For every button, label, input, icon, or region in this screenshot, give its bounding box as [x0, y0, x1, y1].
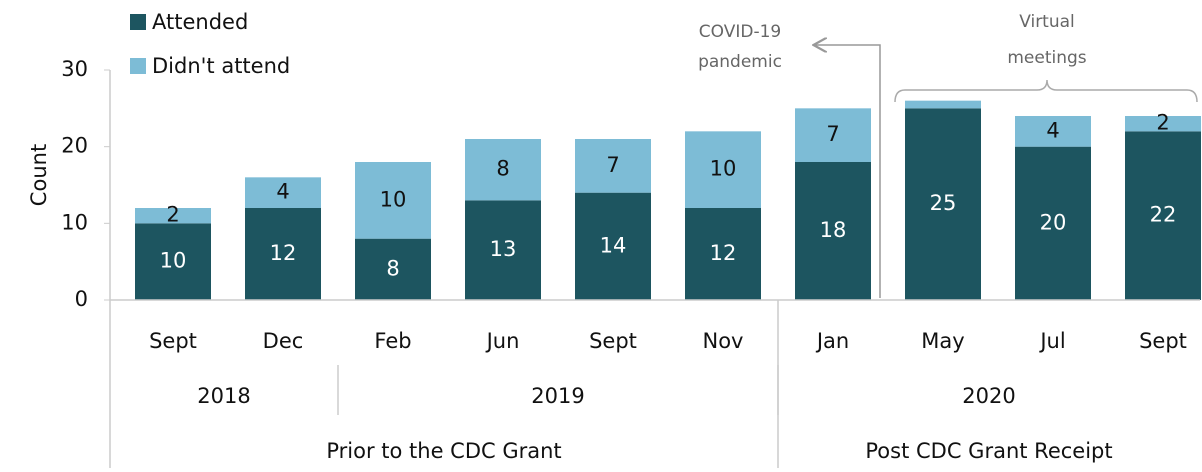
- data-label: 18: [820, 218, 847, 242]
- data-label: 13: [490, 237, 517, 261]
- bar-segment: [1125, 116, 1201, 132]
- x-tick-label: Sept: [149, 329, 197, 353]
- data-label: 20: [1040, 210, 1067, 234]
- bar-segment: [245, 177, 321, 208]
- x-tick-label: Jun: [485, 329, 520, 353]
- group-label: Prior to the CDC Grant: [326, 439, 561, 463]
- data-label: 8: [496, 157, 509, 181]
- bar-segment: [685, 131, 761, 208]
- bar-segment: [575, 139, 651, 193]
- bar-segment: [465, 139, 541, 201]
- annotation: meetings: [1007, 48, 1086, 68]
- x-tick-label: May: [921, 329, 964, 353]
- x-tick-label: Jan: [815, 329, 849, 353]
- annotation-arrow: [815, 45, 881, 298]
- data-label: 4: [276, 180, 289, 204]
- bar-segment: [795, 162, 871, 300]
- data-label: 10: [380, 187, 407, 211]
- group-label: 2020: [962, 384, 1015, 408]
- bar-segment: [905, 108, 981, 300]
- bar-segment: [1015, 116, 1091, 147]
- data-label: 12: [270, 241, 297, 265]
- bar-segment: [685, 208, 761, 300]
- data-label: 25: [930, 191, 957, 215]
- data-label: 2: [166, 203, 179, 227]
- annotation: pandemic: [698, 52, 782, 72]
- y-tick-label: 30: [61, 57, 88, 81]
- data-label: 2: [1156, 111, 1169, 135]
- x-tick-label: Jul: [1038, 329, 1065, 353]
- data-label: 22: [1150, 203, 1177, 227]
- bar-segment: [795, 108, 871, 162]
- group-label: 2018: [197, 384, 250, 408]
- y-tick-label: 20: [61, 134, 88, 158]
- data-label: 14: [600, 233, 627, 257]
- bar-segment: [465, 200, 541, 300]
- group-label: Post CDC Grant Receipt: [865, 439, 1112, 463]
- bar-segment: [1015, 146, 1091, 300]
- data-label: 8: [386, 256, 399, 280]
- group-label: 2019: [531, 384, 584, 408]
- bar-segment: [1125, 131, 1201, 300]
- bar-segment: [245, 208, 321, 300]
- legend-swatch: [130, 14, 146, 30]
- x-tick-label: Dec: [263, 329, 304, 353]
- bar-segment: [135, 208, 211, 224]
- bar-segment: [355, 162, 431, 239]
- bar-segment: [355, 238, 431, 300]
- annotation-bracket: [894, 79, 1198, 103]
- x-tick-label: Sept: [1139, 329, 1187, 353]
- data-label: 10: [710, 157, 737, 181]
- legend-label: Attended: [152, 10, 248, 34]
- legend-swatch: [130, 58, 146, 74]
- data-label: 7: [606, 153, 619, 177]
- annotation: Virtual: [1019, 12, 1075, 32]
- annotation: COVID-19: [699, 22, 781, 42]
- y-tick-label: 0: [75, 287, 88, 311]
- data-label: 7: [826, 122, 839, 146]
- y-tick-label: 10: [61, 210, 88, 234]
- bar-segment: [135, 223, 211, 300]
- y-axis-label: Count: [27, 144, 51, 206]
- x-tick-label: Sept: [589, 329, 637, 353]
- legend-label: Didn't attend: [152, 54, 290, 78]
- x-tick-label: Nov: [703, 329, 744, 353]
- data-label: 12: [710, 241, 737, 265]
- bar-segment: [575, 192, 651, 300]
- x-tick-label: Feb: [374, 329, 411, 353]
- data-label: 4: [1046, 118, 1059, 142]
- bar-segment: [905, 100, 981, 109]
- data-label: 10: [160, 249, 187, 273]
